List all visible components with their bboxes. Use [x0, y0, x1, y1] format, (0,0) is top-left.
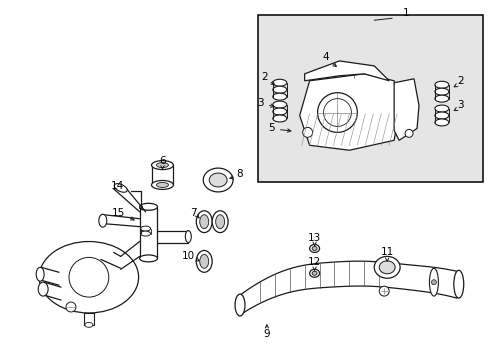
Ellipse shape — [199, 255, 208, 268]
Text: 12: 12 — [307, 257, 321, 267]
Circle shape — [69, 257, 108, 297]
Ellipse shape — [215, 215, 224, 229]
Ellipse shape — [453, 270, 463, 298]
Ellipse shape — [434, 81, 448, 88]
Text: 4: 4 — [322, 52, 328, 62]
Polygon shape — [304, 61, 388, 81]
Ellipse shape — [434, 88, 448, 95]
Text: 10: 10 — [182, 251, 195, 261]
Ellipse shape — [196, 251, 212, 272]
Ellipse shape — [428, 268, 438, 296]
Ellipse shape — [272, 115, 286, 122]
FancyBboxPatch shape — [257, 15, 482, 182]
Ellipse shape — [151, 161, 173, 170]
Text: 15: 15 — [112, 208, 125, 218]
Text: 5: 5 — [268, 123, 275, 134]
Ellipse shape — [114, 184, 127, 192]
Text: 9: 9 — [263, 329, 270, 339]
Ellipse shape — [156, 183, 168, 188]
Ellipse shape — [212, 211, 227, 233]
Ellipse shape — [196, 211, 212, 233]
Circle shape — [317, 93, 357, 132]
Text: 7: 7 — [190, 208, 196, 218]
Ellipse shape — [272, 101, 286, 108]
Ellipse shape — [39, 242, 138, 313]
Ellipse shape — [203, 168, 233, 192]
Ellipse shape — [38, 282, 48, 296]
Ellipse shape — [36, 267, 44, 281]
Ellipse shape — [141, 231, 150, 236]
Text: 3: 3 — [456, 100, 463, 109]
Text: 11: 11 — [380, 247, 393, 257]
Ellipse shape — [434, 95, 448, 102]
Ellipse shape — [272, 79, 286, 86]
Ellipse shape — [434, 105, 448, 112]
Ellipse shape — [209, 173, 226, 187]
Ellipse shape — [156, 163, 168, 168]
Ellipse shape — [141, 226, 150, 231]
Text: 13: 13 — [307, 233, 321, 243]
Ellipse shape — [151, 180, 173, 189]
Ellipse shape — [99, 214, 106, 227]
Polygon shape — [299, 74, 398, 150]
Polygon shape — [393, 79, 418, 140]
Ellipse shape — [311, 247, 316, 251]
Ellipse shape — [434, 119, 448, 126]
Ellipse shape — [272, 108, 286, 115]
Circle shape — [379, 286, 388, 296]
Text: 3: 3 — [257, 98, 264, 108]
Circle shape — [302, 127, 312, 137]
Ellipse shape — [139, 203, 157, 210]
Ellipse shape — [373, 256, 399, 278]
Ellipse shape — [139, 255, 157, 262]
Text: 6: 6 — [159, 156, 165, 166]
Ellipse shape — [85, 323, 93, 327]
Ellipse shape — [311, 271, 316, 275]
Ellipse shape — [199, 215, 208, 229]
Text: 2: 2 — [456, 76, 463, 86]
Ellipse shape — [309, 269, 319, 277]
Ellipse shape — [272, 93, 286, 100]
Ellipse shape — [434, 112, 448, 119]
Text: 8: 8 — [236, 169, 243, 179]
Ellipse shape — [185, 231, 191, 243]
Ellipse shape — [430, 280, 435, 285]
Ellipse shape — [309, 244, 319, 252]
Text: 14: 14 — [111, 181, 124, 191]
Ellipse shape — [235, 294, 244, 316]
Bar — [151, 165, 173, 185]
Bar — [84, 313, 94, 325]
Circle shape — [66, 302, 76, 312]
Ellipse shape — [272, 86, 286, 93]
Text: 2: 2 — [261, 72, 267, 82]
Circle shape — [404, 129, 412, 137]
Ellipse shape — [379, 261, 394, 274]
Text: 1: 1 — [402, 8, 408, 18]
